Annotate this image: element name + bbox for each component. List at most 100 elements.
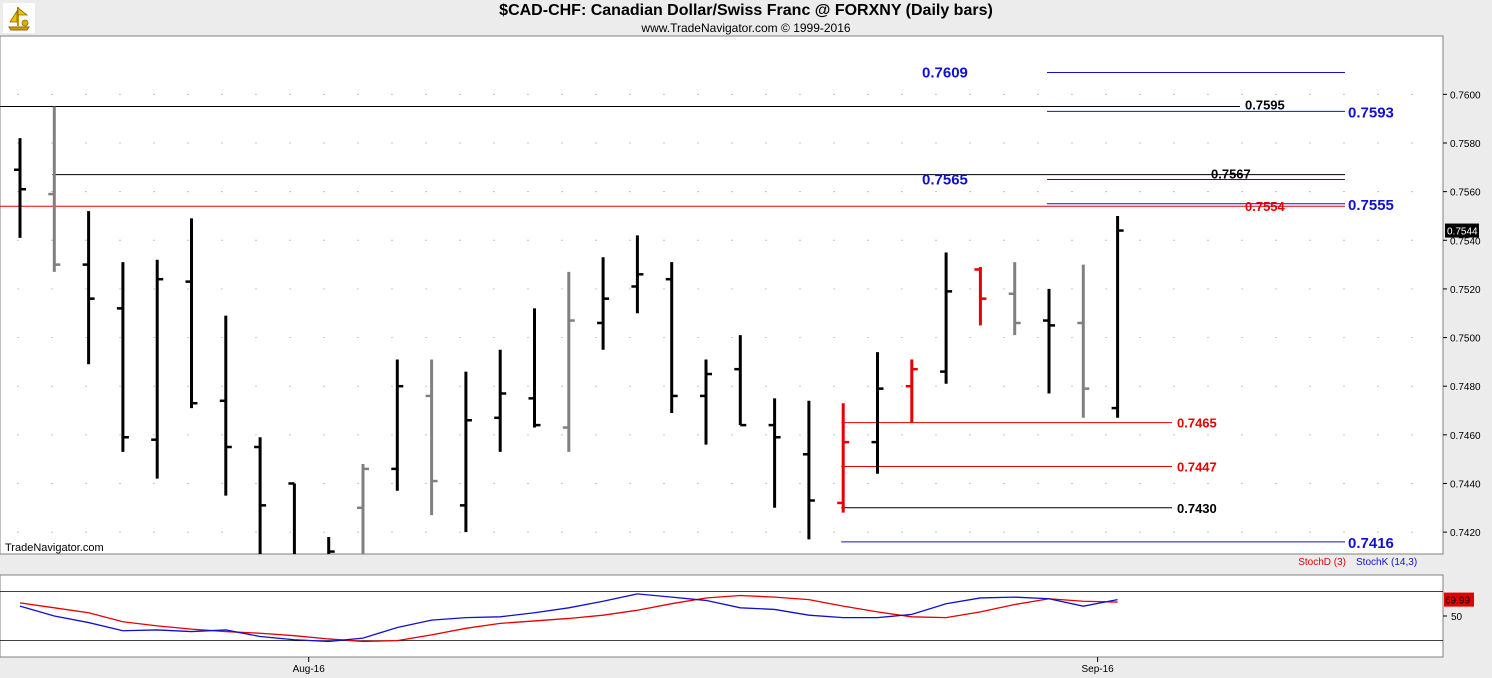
grid-dot: [1309, 336, 1311, 339]
grid-dot: [493, 239, 495, 241]
grid-dot: [85, 239, 87, 241]
price-tick-label: 0.7520: [1450, 285, 1481, 296]
last-price-marker: [1445, 223, 1479, 238]
grid-dot: [357, 434, 359, 436]
grid-dot: [425, 239, 427, 241]
grid-dot: [561, 288, 563, 290]
grid-dot: [765, 531, 767, 533]
grid-dot: [1105, 531, 1107, 533]
grid-dot: [1037, 434, 1039, 436]
grid-dot: [51, 434, 53, 436]
price-panel-background: [0, 35, 1444, 555]
grid-dot: [697, 385, 699, 387]
grid-dot: [697, 531, 699, 533]
ohlc-bar: [1008, 262, 1021, 336]
grid-dot: [1411, 142, 1413, 144]
grid-dot: [391, 434, 393, 436]
ohlc-bar: [631, 235, 644, 314]
grid-dot: [323, 336, 325, 339]
ohlc-bar: [48, 106, 61, 272]
ohlc-bar: [425, 359, 438, 516]
grid-dot: [1275, 93, 1277, 95]
grid-dot: [1411, 531, 1413, 533]
grid-dot: [935, 142, 937, 144]
grid-dot: [1377, 93, 1379, 95]
stochastic-panel-background: [0, 574, 1444, 658]
grid-dot: [867, 531, 869, 533]
grid-dot: [1377, 191, 1379, 193]
grid-dot: [901, 142, 903, 144]
grid-dot: [663, 385, 665, 387]
grid-dot: [935, 385, 937, 387]
grid-dot: [1241, 482, 1243, 485]
level-label: 0.7565: [922, 171, 968, 188]
grid-dot: [1003, 191, 1005, 193]
grid-dot: [1241, 434, 1243, 436]
ohlc-bar: [700, 359, 712, 445]
grid-dot: [833, 239, 835, 241]
grid-dot: [493, 288, 495, 290]
grid-dot: [255, 288, 257, 290]
grid-dot: [1343, 531, 1345, 533]
grid-dot: [595, 336, 597, 339]
grid-dot: [1411, 385, 1413, 387]
grid-dot: [731, 142, 733, 144]
grid-dot: [1241, 142, 1243, 144]
grid-dot: [459, 336, 461, 339]
grid-dot: [17, 239, 19, 241]
level-label: 0.7416: [1348, 535, 1394, 552]
grid-dot: [323, 385, 325, 387]
grid-dot: [663, 531, 665, 533]
grid-dot: [255, 191, 257, 193]
grid-dot: [1139, 531, 1141, 533]
grid-dot: [833, 336, 835, 339]
grid-dot: [1275, 336, 1277, 339]
grid-dot: [221, 191, 223, 193]
grid-dot: [85, 336, 87, 339]
grid-dot: [1309, 239, 1311, 241]
grid-dot: [527, 93, 529, 95]
grid-dot: [867, 288, 869, 290]
grid-dot: [1207, 385, 1209, 387]
ohlc-bar: [905, 359, 918, 423]
grid-dot: [1275, 482, 1277, 485]
level-label: 0.7465: [1177, 416, 1217, 431]
grid-dot: [425, 191, 427, 193]
grid-dot: [595, 142, 597, 144]
grid-dot: [357, 191, 359, 193]
ohlc-bar: [768, 398, 781, 508]
grid-dot: [1037, 93, 1039, 95]
price-tick-label: 0.7560: [1450, 188, 1481, 199]
grid-dot: [1071, 482, 1073, 485]
ohlc-bar: [357, 464, 369, 554]
grid-dot: [731, 385, 733, 387]
grid-dot: [85, 531, 87, 533]
ohlc-bar: [665, 262, 678, 413]
grid-dot: [391, 531, 393, 533]
grid-dot: [255, 239, 257, 241]
grid-dot: [731, 93, 733, 95]
grid-dot: [1003, 434, 1005, 436]
grid-dot: [765, 336, 767, 339]
grid-dot: [1105, 482, 1107, 485]
grid-dot: [153, 336, 155, 339]
grid-dot: [255, 93, 257, 95]
grid-dot: [595, 531, 597, 533]
grid-dot: [1037, 288, 1039, 290]
grid-dot: [187, 239, 189, 241]
grid-dot: [1139, 191, 1141, 193]
level-label: 0.7447: [1177, 459, 1217, 474]
grid-dot: [1105, 434, 1107, 436]
grid-dot: [1071, 239, 1073, 241]
grid-dot: [357, 531, 359, 533]
stochastic-lines: 50 69.99: [0, 591, 1474, 643]
grid-dot: [1343, 239, 1345, 241]
grid-dot: [493, 482, 495, 485]
grid-dot: [629, 191, 631, 193]
grid-dot: [1003, 288, 1005, 290]
grid-dot: [1377, 482, 1379, 485]
grid-dot: [731, 434, 733, 436]
grid-dot: [255, 142, 257, 144]
price-tick-label: 0.7460: [1450, 431, 1481, 442]
grid-dot: [595, 191, 597, 193]
